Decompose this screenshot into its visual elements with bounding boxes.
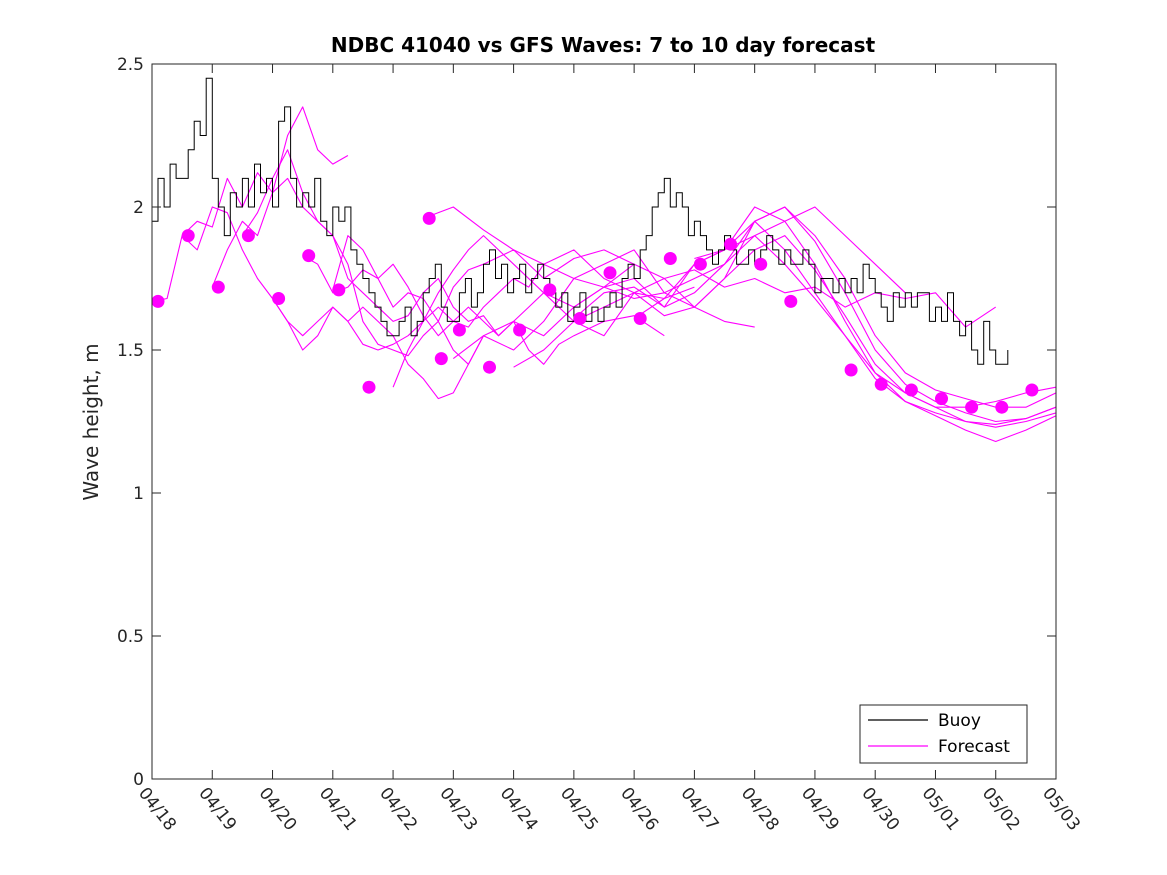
forecast-marker <box>844 363 858 377</box>
forecast-marker <box>181 229 195 243</box>
forecast-marker <box>362 380 376 394</box>
forecast-marker <box>241 229 255 243</box>
forecast-marker <box>603 266 617 280</box>
forecast-marker <box>724 237 738 251</box>
y-axis-label: Wave height, m <box>79 343 103 500</box>
forecast-marker <box>904 383 918 397</box>
forecast-marker <box>965 400 979 414</box>
legend: Buoy Forecast <box>859 704 1028 764</box>
y-tick-label: 1 <box>133 484 144 504</box>
forecast-marker <box>754 257 768 271</box>
forecast-marker <box>302 249 316 263</box>
legend-label-forecast: Forecast <box>938 737 1010 757</box>
forecast-marker <box>935 392 948 406</box>
forecast-marker <box>332 283 346 297</box>
forecast-marker <box>272 292 286 305</box>
forecast-line-6 <box>302 255 755 337</box>
forecast-line-7 <box>332 235 997 328</box>
y-tick-label: 1.5 <box>117 341 144 361</box>
forecast-marker <box>452 323 466 337</box>
y-tick-label: 2 <box>133 198 144 218</box>
forecast-marker <box>573 312 587 325</box>
forecast-marker <box>995 400 1009 414</box>
forecast-line-14 <box>694 220 1056 408</box>
forecast-marker <box>483 360 496 374</box>
forecast-marker <box>1025 383 1039 397</box>
forecast-marker <box>211 280 225 294</box>
axes-box <box>151 63 1057 780</box>
forecast-marker <box>663 252 677 265</box>
forecast-marker <box>874 377 888 391</box>
chart-title: NDBC 41040 vs GFS Waves: 7 to 10 day for… <box>331 33 876 57</box>
forecast-marker <box>434 352 448 366</box>
forecast-line-4 <box>241 149 665 365</box>
forecast-marker <box>633 312 647 325</box>
y-tick-label: 2.5 <box>117 55 144 75</box>
forecast-marker <box>784 294 798 308</box>
buoy-line <box>152 77 1009 365</box>
y-tick-label: 0 <box>133 770 144 790</box>
forecast-marker <box>543 283 557 297</box>
forecast-marker <box>422 211 436 225</box>
forecast-marker <box>513 323 527 337</box>
legend-box <box>859 704 1028 764</box>
plot-area <box>152 77 1056 443</box>
forecast-line-5 <box>272 249 695 351</box>
forecast-marker <box>152 294 165 308</box>
legend-label-buoy: Buoy <box>938 711 981 731</box>
y-tick-label: 0.5 <box>117 627 144 647</box>
forecast-marker <box>693 257 707 271</box>
